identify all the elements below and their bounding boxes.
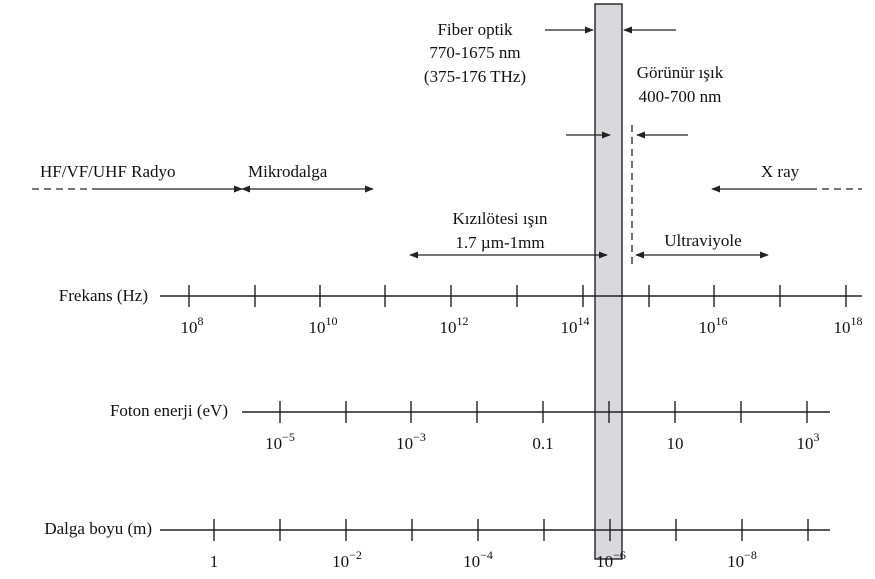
energy-tick-label: 10 [667,434,684,453]
energy-tick-labels: 10−5 10−3 0.1 10 103 [265,430,819,453]
wave-tick-label: 1 [210,552,219,571]
radio-label: HF/VF/UHF Radyo [40,162,176,181]
energy-tick-label: 10−5 [265,430,295,453]
energy-axis-label: Foton enerji (eV) [110,401,228,420]
frequency-axis-label: Frekans (Hz) [59,286,148,305]
microwave-label: Mikrodalga [248,162,328,181]
frequency-tick-labels: 108 1010 1012 1014 1016 1018 [181,314,863,337]
energy-ticks [279,401,808,423]
wavelength-ticks [213,519,809,541]
xray-label: X ray [761,162,800,181]
energy-tick-label: 103 [797,430,820,453]
energy-tick-label: 0.1 [532,434,553,453]
wave-tick-label: 10−2 [332,548,362,571]
freq-tick-label: 1016 [699,314,728,337]
fiber-label-line2: 770-1675 nm [429,43,520,62]
freq-tick-label: 108 [181,314,204,337]
fiber-label-line3: (375-176 THz) [424,67,526,86]
freq-tick-label: 1010 [309,314,338,337]
freq-tick-label: 1012 [440,314,469,337]
visible-label-line1: Görünür ışık [637,63,724,82]
fiber-optic-band [594,3,623,560]
ultraviolet-label: Ultraviyole [664,231,741,250]
freq-tick-label: 1014 [561,314,590,337]
wavelength-axis-label: Dalga boyu (m) [44,519,152,538]
freq-tick-label: 1018 [834,314,863,337]
visible-label-line2: 400-700 nm [639,87,722,106]
frequency-ticks [188,285,847,307]
wave-tick-label: 10−6 [596,548,626,571]
wave-tick-label: 10−8 [727,548,757,571]
wavelength-tick-labels: 1 10−2 10−4 10−6 10−8 [210,548,757,571]
infrared-label-line1: Kızılötesi ışın [453,209,548,228]
energy-tick-label: 10−3 [396,430,426,453]
infrared-label-line2: 1.7 µm-1mm [455,233,544,252]
wave-tick-label: 10−4 [463,548,493,571]
fiber-label-line1: Fiber optik [437,20,513,39]
